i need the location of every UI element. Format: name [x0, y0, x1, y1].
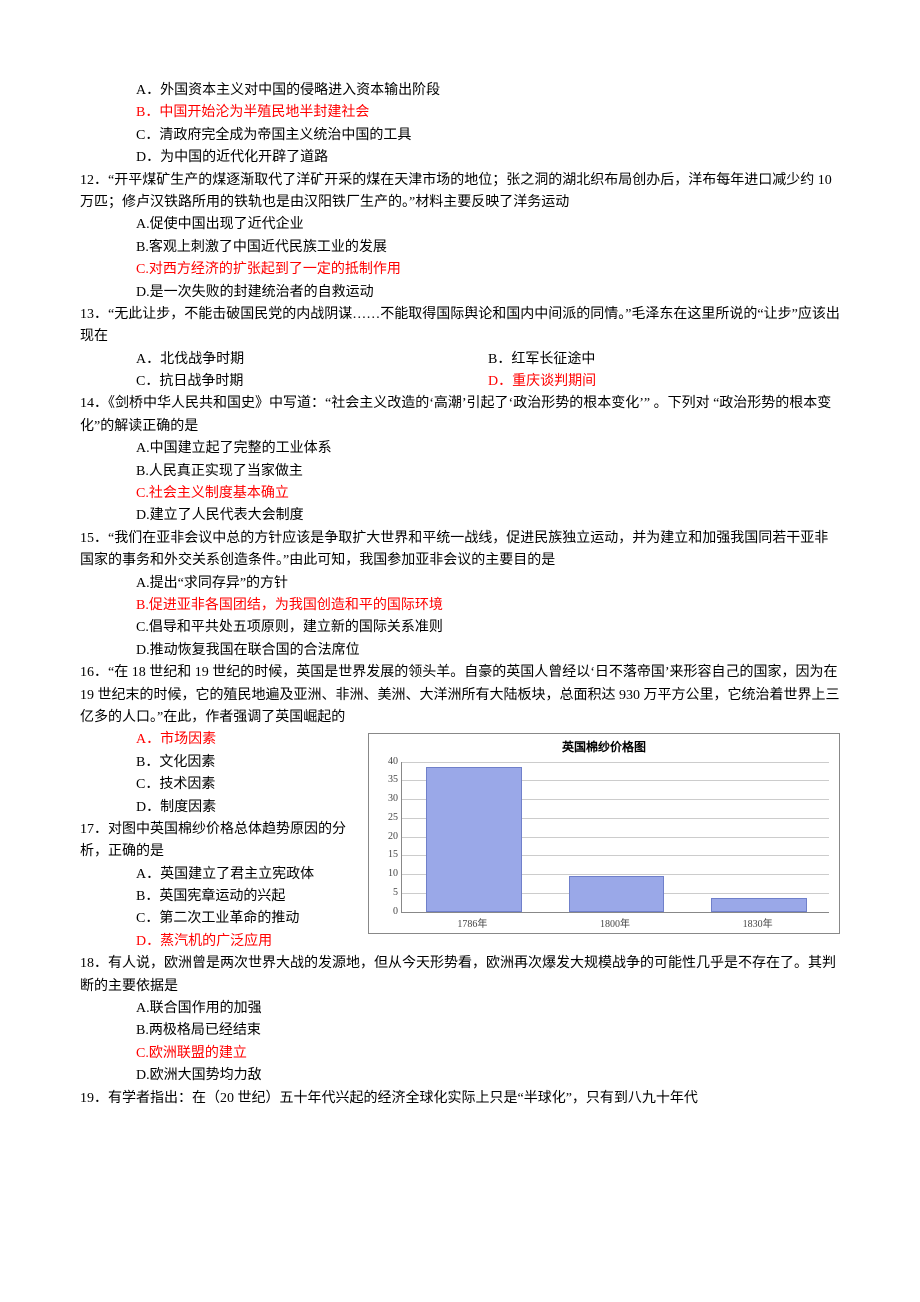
q11-opt-d: D．为中国的近代化开辟了道路	[80, 147, 840, 169]
q14-opt-b: B.人民真正实现了当家做主	[80, 461, 840, 483]
q17-opt-d: D．蒸汽机的广泛应用	[80, 931, 360, 953]
q16-q17-chart-row: A．市场因素 B．文化因素 C．技术因素 D．制度因素 17．对图中英国棉纱价格…	[80, 729, 840, 953]
chart-ylabel: 35	[376, 772, 398, 788]
chart-bar	[426, 767, 522, 912]
q16-opt-b: B．文化因素	[80, 752, 360, 774]
q13-row2: C．抗日战争时期 D．重庆谈判期间	[80, 371, 840, 393]
q18-opt-d: D.欧洲大国势均力敌	[80, 1065, 840, 1087]
chart-gridline	[402, 762, 829, 763]
q18-stem: 18．有人说，欧洲曾是两次世界大战的发源地，但从今天形势看，欧洲再次爆发大规模战…	[80, 953, 840, 998]
q12-opt-d: D.是一次失败的封建统治者的自救运动	[80, 282, 840, 304]
chart-bar	[711, 898, 807, 911]
q14-stem: 14．《剑桥中华人民共和国史》中写道：“社会主义改造的‘高潮’引起了‘政治形势的…	[80, 393, 840, 438]
q17-opt-b: B．英国宪章运动的兴起	[80, 886, 360, 908]
q16-opt-d: D．制度因素	[80, 797, 360, 819]
q13-row1: A．北伐战争时期 B．红军长征途中	[80, 349, 840, 371]
chart-title: 英国棉纱价格图	[369, 734, 839, 761]
q18-opt-c: C.欧洲联盟的建立	[80, 1043, 840, 1065]
q14-opt-a: A.中国建立起了完整的工业体系	[80, 438, 840, 460]
chart-ylabel: 5	[376, 885, 398, 901]
q14-opt-d: D.建立了人民代表大会制度	[80, 505, 840, 527]
q14-opt-c: C.社会主义制度基本确立	[80, 483, 840, 505]
q17-stem: 17．对图中英国棉纱价格总体趋势原因的分析，正确的是	[80, 819, 360, 864]
q12-opt-c: C.对西方经济的扩张起到了一定的抵制作用	[80, 259, 840, 281]
q12-opt-b: B.客观上刺激了中国近代民族工业的发展	[80, 237, 840, 259]
q16-opt-c: C．技术因素	[80, 774, 360, 796]
q16-stem: 16．“在 18 世纪和 19 世纪的时候，英国是世界发展的领头羊。自豪的英国人…	[80, 662, 840, 729]
q12-stem: 12．“开平煤矿生产的煤逐渐取代了洋矿开采的煤在天津市场的地位；张之洞的湖北织布…	[80, 170, 840, 215]
chart-xlabel: 1830年	[686, 917, 829, 933]
q13-opt-d: D．重庆谈判期间	[488, 371, 840, 393]
q15-opt-b: B.促进亚非各国团结，为我国创造和平的国际环境	[80, 595, 840, 617]
chart-bar	[569, 876, 665, 912]
chart-ylabel: 30	[376, 791, 398, 807]
q15-opt-a: A.提出“求同存异”的方针	[80, 573, 840, 595]
cotton-price-chart: 英国棉纱价格图 0510152025303540 1786年1800年1830年	[368, 733, 840, 933]
q11-opt-c: C．清政府完全成为帝国主义统治中国的工具	[80, 125, 840, 147]
chart-plot-area: 0510152025303540	[401, 762, 829, 913]
chart-ylabel: 0	[376, 904, 398, 920]
q16-opt-a: A．市场因素	[80, 729, 360, 751]
q13-opt-b: B．红军长征途中	[488, 349, 840, 371]
q17-opt-a: A．英国建立了君主立宪政体	[80, 864, 360, 886]
q15-stem: 15．“我们在亚非会议中总的方针应该是争取扩大世界和平统一战线，促进民族独立运动…	[80, 528, 840, 573]
chart-xlabels: 1786年1800年1830年	[401, 917, 829, 933]
q11-opt-a: A．外国资本主义对中国的侵略进入资本输出阶段	[80, 80, 840, 102]
chart-ylabel: 15	[376, 847, 398, 863]
q16-q17-options-col: A．市场因素 B．文化因素 C．技术因素 D．制度因素 17．对图中英国棉纱价格…	[80, 729, 360, 953]
q13-opt-a: A．北伐战争时期	[136, 349, 488, 371]
q15-opt-c: C.倡导和平共处五项原则，建立新的国际关系准则	[80, 617, 840, 639]
q15-opt-d: D.推动恢复我国在联合国的合法席位	[80, 640, 840, 662]
exam-page: A．外国资本主义对中国的侵略进入资本输出阶段 B．中国开始沦为半殖民地半封建社会…	[0, 0, 920, 1150]
q19-stem: 19．有学者指出：在（20 世纪）五十年代兴起的经济全球化实际上只是“半球化”，…	[80, 1088, 840, 1110]
chart-ylabel: 20	[376, 829, 398, 845]
chart-ylabel: 25	[376, 810, 398, 826]
q18-opt-b: B.两极格局已经结束	[80, 1020, 840, 1042]
chart-xlabel: 1786年	[401, 917, 544, 933]
q13-opt-c: C．抗日战争时期	[136, 371, 488, 393]
chart-ylabel: 40	[376, 754, 398, 770]
q13-stem: 13．“无此让步，不能击破国民党的内战阴谋……不能取得国际舆论和国内中间派的同情…	[80, 304, 840, 349]
q12-opt-a: A.促使中国出现了近代企业	[80, 214, 840, 236]
chart-xlabel: 1800年	[544, 917, 687, 933]
chart-ylabel: 10	[376, 866, 398, 882]
q18-opt-a: A.联合国作用的加强	[80, 998, 840, 1020]
q11-opt-b: B．中国开始沦为半殖民地半封建社会	[80, 102, 840, 124]
q17-opt-c: C．第二次工业革命的推动	[80, 908, 360, 930]
